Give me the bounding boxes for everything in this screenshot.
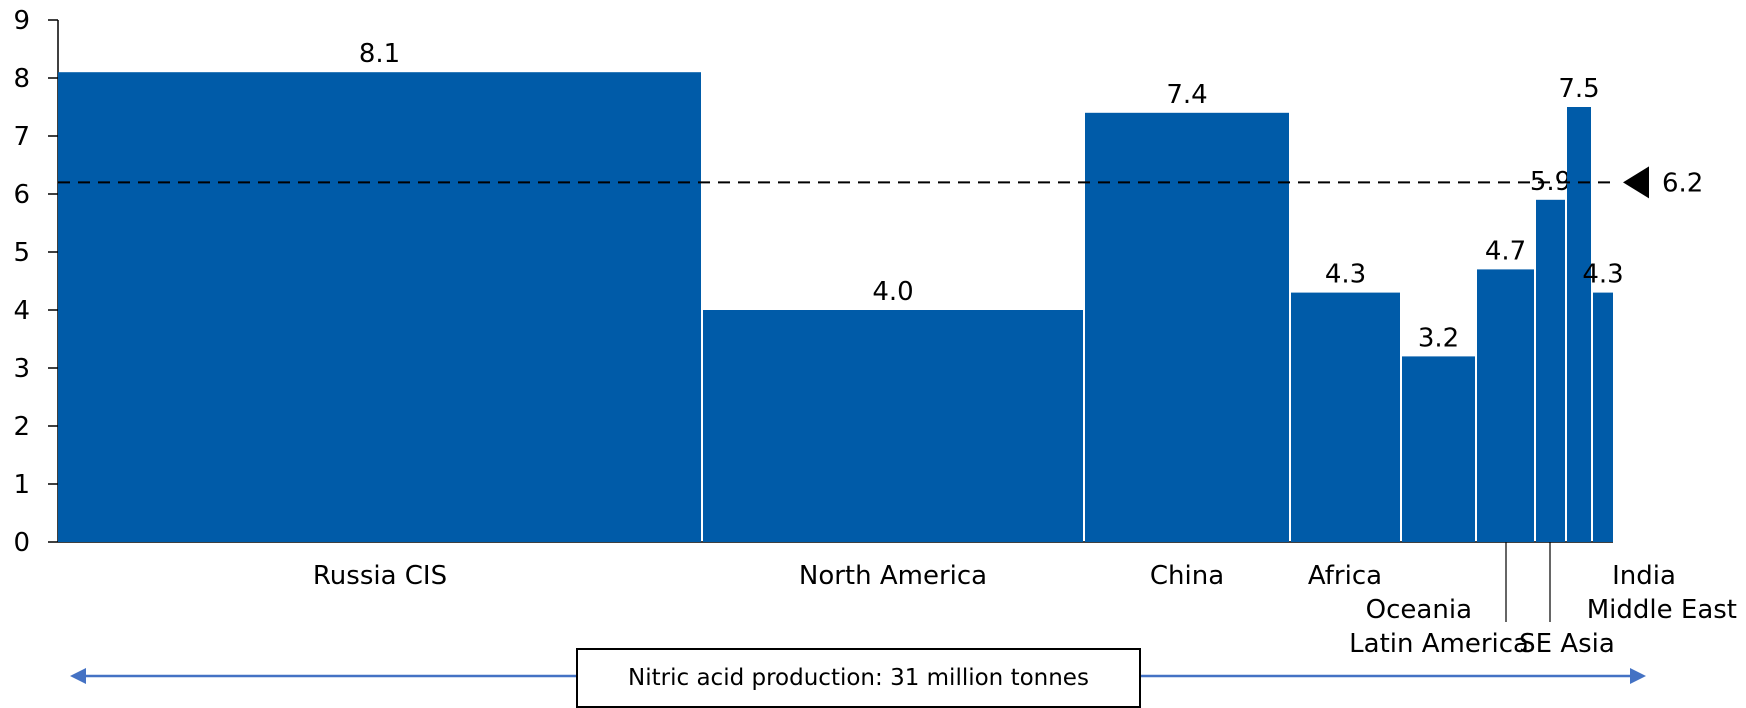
width-axis-arrow-right-head	[1630, 668, 1646, 684]
category-label: SE Asia	[1519, 629, 1615, 659]
bar-value-label: 7.4	[1166, 80, 1207, 110]
bar	[703, 310, 1083, 542]
average-marker	[1623, 166, 1649, 199]
category-label: Oceania	[1366, 595, 1472, 625]
bar-value-label: 4.0	[872, 277, 913, 307]
bar	[1402, 356, 1475, 542]
y-tick-label: 4	[13, 296, 30, 326]
bar-value-label: 4.3	[1582, 260, 1623, 290]
category-label: Russia CIS	[313, 561, 447, 591]
category-label: India	[1612, 561, 1676, 591]
bar	[1567, 107, 1591, 542]
bar	[1593, 292, 1613, 542]
bar-value-label: 4.3	[1325, 260, 1366, 290]
bar	[58, 72, 701, 542]
bar	[1085, 112, 1289, 543]
bar	[1536, 199, 1565, 543]
category-label: Africa	[1308, 561, 1382, 591]
bar-value-label: 4.7	[1485, 236, 1526, 266]
y-tick-label: 3	[13, 354, 30, 384]
category-label: China	[1150, 561, 1224, 591]
y-tick-label: 2	[13, 412, 30, 442]
y-tick-label: 8	[13, 64, 30, 94]
bar-value-label: 3.2	[1418, 323, 1459, 353]
y-tick-label: 0	[13, 528, 30, 558]
bar-value-label: 8.1	[359, 39, 400, 69]
bar-value-label: 7.5	[1558, 74, 1599, 104]
y-tick-label: 9	[13, 6, 30, 36]
width-axis-arrow-left-head	[70, 668, 86, 684]
category-label: North America	[799, 561, 987, 591]
bar	[1477, 269, 1534, 542]
category-label: Middle East	[1587, 595, 1737, 625]
category-label: Latin America	[1349, 629, 1529, 659]
y-tick-label: 1	[13, 470, 30, 500]
bar	[1291, 292, 1400, 542]
y-tick-label: 5	[13, 238, 30, 268]
total-production-label: Nitric acid production: 31 million tonne…	[576, 648, 1141, 708]
average-value-label: 6.2	[1662, 168, 1703, 198]
y-tick-label: 7	[13, 122, 30, 152]
y-tick-label: 6	[13, 180, 30, 210]
